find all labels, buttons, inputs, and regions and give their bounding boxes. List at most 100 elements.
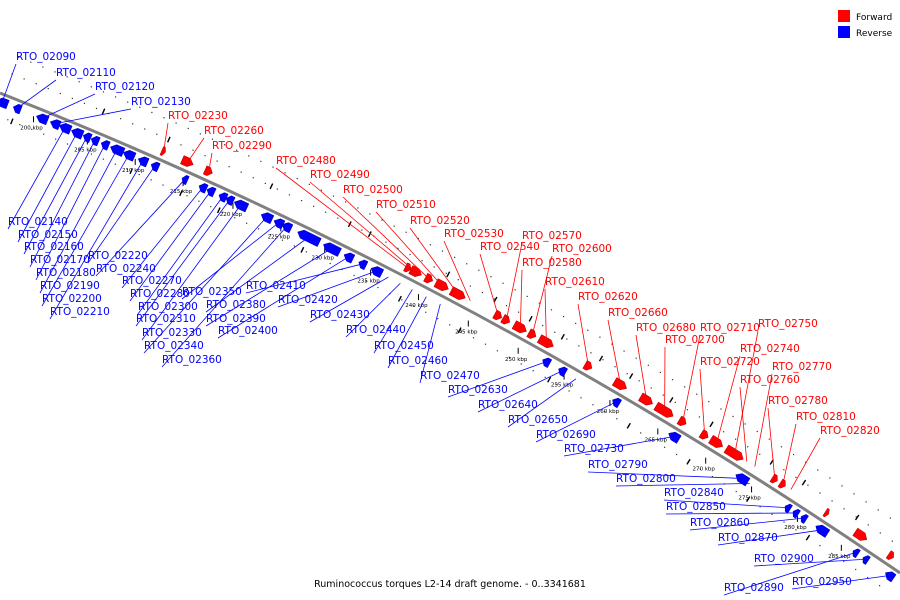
forward-gene[interactable] — [526, 328, 537, 339]
gene-label[interactable]: RTO_02610 — [545, 276, 605, 288]
gene-label[interactable]: RTO_02210 — [50, 306, 110, 318]
forward-gene[interactable] — [511, 320, 527, 334]
gene-label[interactable]: RTO_02400 — [218, 325, 278, 337]
reverse-gene[interactable] — [784, 503, 793, 514]
gene-label[interactable]: RTO_02420 — [278, 294, 338, 306]
forward-gene[interactable] — [159, 146, 166, 156]
gene-label[interactable]: RTO_02240 — [96, 263, 156, 275]
reverse-gene[interactable] — [0, 97, 10, 110]
reverse-gene[interactable] — [852, 548, 861, 559]
forward-gene[interactable] — [885, 550, 894, 560]
gene-label[interactable]: RTO_02440 — [346, 324, 406, 336]
gene-label[interactable]: RTO_02130 — [131, 96, 191, 108]
forward-gene[interactable] — [500, 314, 511, 325]
gene-label[interactable]: RTO_02120 — [95, 81, 155, 93]
reverse-gene[interactable] — [198, 183, 209, 194]
reverse-gene[interactable] — [12, 103, 23, 115]
reverse-gene[interactable] — [668, 431, 682, 444]
gene-label[interactable]: RTO_02690 — [536, 429, 596, 441]
reverse-gene[interactable] — [218, 192, 229, 203]
reverse-gene[interactable] — [297, 229, 322, 247]
gene-label[interactable]: RTO_02580 — [522, 257, 582, 269]
reverse-gene[interactable] — [815, 524, 831, 538]
gene-label[interactable]: RTO_02900 — [754, 553, 814, 565]
gene-label[interactable]: RTO_02750 — [758, 318, 818, 330]
gene-label[interactable]: RTO_02700 — [665, 334, 725, 346]
reverse-gene[interactable] — [206, 186, 217, 198]
gene-label[interactable]: RTO_02190 — [40, 280, 100, 292]
gene-label[interactable]: RTO_02450 — [374, 340, 434, 352]
forward-gene[interactable] — [698, 429, 709, 440]
gene-label[interactable]: RTO_02470 — [420, 370, 480, 382]
gene-label[interactable]: RTO_02110 — [56, 67, 116, 79]
gene-label[interactable]: RTO_02270 — [122, 275, 182, 287]
gene-label[interactable]: RTO_02620 — [578, 291, 638, 303]
gene-label[interactable]: RTO_02200 — [42, 293, 102, 305]
forward-gene[interactable] — [536, 334, 554, 349]
gene-label[interactable]: RTO_02650 — [508, 414, 568, 426]
reverse-gene[interactable] — [233, 199, 250, 213]
reverse-gene[interactable] — [260, 212, 275, 225]
gene-label[interactable]: RTO_02480 — [276, 155, 336, 167]
reverse-gene[interactable] — [800, 514, 809, 524]
gene-label[interactable]: RTO_02340 — [144, 340, 204, 352]
gene-label[interactable]: RTO_02790 — [588, 459, 648, 471]
gene-label[interactable]: RTO_02570 — [522, 230, 582, 242]
forward-gene[interactable] — [492, 309, 503, 321]
forward-gene[interactable] — [723, 444, 744, 461]
gene-label[interactable]: RTO_02640 — [478, 399, 538, 411]
forward-gene[interactable] — [582, 360, 593, 371]
gene-label[interactable]: RTO_02150 — [18, 229, 78, 241]
gene-label[interactable]: RTO_02890 — [724, 582, 784, 594]
gene-label[interactable]: RTO_02090 — [16, 51, 76, 63]
forward-gene[interactable] — [611, 377, 627, 391]
gene-label[interactable]: RTO_02180 — [36, 267, 96, 279]
gene-label[interactable]: RTO_02300 — [138, 301, 198, 313]
reverse-gene[interactable] — [225, 195, 236, 206]
gene-label[interactable]: RTO_02490 — [310, 169, 370, 181]
forward-gene[interactable] — [637, 392, 653, 406]
reverse-gene[interactable] — [612, 397, 623, 409]
gene-label[interactable]: RTO_02350 — [182, 286, 242, 298]
gene-label[interactable]: RTO_02600 — [552, 243, 612, 255]
gene-label[interactable]: RTO_02820 — [820, 425, 880, 437]
gene-label[interactable]: RTO_02770 — [772, 361, 832, 373]
gene-label[interactable]: RTO_02860 — [690, 517, 750, 529]
gene-label[interactable]: RTO_02290 — [212, 140, 272, 152]
reverse-gene[interactable] — [735, 473, 751, 487]
gene-label[interactable]: RTO_02160 — [24, 241, 84, 253]
gene-label[interactable]: RTO_02870 — [718, 532, 778, 544]
reverse-gene[interactable] — [281, 222, 294, 234]
gene-label[interactable]: RTO_02500 — [343, 184, 403, 196]
gene-label[interactable]: RTO_02510 — [376, 199, 436, 211]
forward-gene[interactable] — [202, 165, 213, 176]
gene-label[interactable]: RTO_02720 — [700, 356, 760, 368]
forward-gene[interactable] — [676, 415, 687, 427]
gene-label[interactable]: RTO_02460 — [388, 355, 448, 367]
gene-label[interactable]: RTO_02710 — [700, 322, 760, 334]
reverse-gene[interactable] — [343, 252, 356, 264]
gene-label[interactable]: RTO_02530 — [444, 228, 504, 240]
reverse-gene[interactable] — [122, 150, 137, 162]
gene-label[interactable]: RTO_02220 — [88, 250, 148, 262]
reverse-gene[interactable] — [358, 259, 369, 271]
forward-gene[interactable] — [852, 527, 868, 541]
gene-label[interactable]: RTO_02410 — [246, 280, 306, 292]
forward-gene[interactable] — [653, 401, 674, 418]
reverse-gene[interactable] — [792, 508, 801, 519]
gene-label[interactable]: RTO_02800 — [616, 473, 676, 485]
gene-label[interactable]: RTO_02520 — [410, 215, 470, 227]
reverse-gene[interactable] — [49, 119, 62, 131]
gene-label[interactable]: RTO_02760 — [740, 374, 800, 386]
gene-label[interactable]: RTO_02310 — [136, 313, 196, 325]
reverse-gene[interactable] — [370, 266, 385, 279]
gene-label[interactable]: RTO_02630 — [448, 384, 508, 396]
reverse-gene[interactable] — [862, 555, 871, 565]
gene-label[interactable]: RTO_02170 — [30, 254, 90, 266]
reverse-gene[interactable] — [110, 144, 126, 157]
gene-label[interactable]: RTO_02280 — [130, 288, 190, 300]
reverse-gene[interactable] — [323, 242, 342, 257]
reverse-gene[interactable] — [273, 218, 286, 230]
gene-label[interactable]: RTO_02730 — [564, 443, 624, 455]
forward-gene[interactable] — [777, 478, 786, 489]
